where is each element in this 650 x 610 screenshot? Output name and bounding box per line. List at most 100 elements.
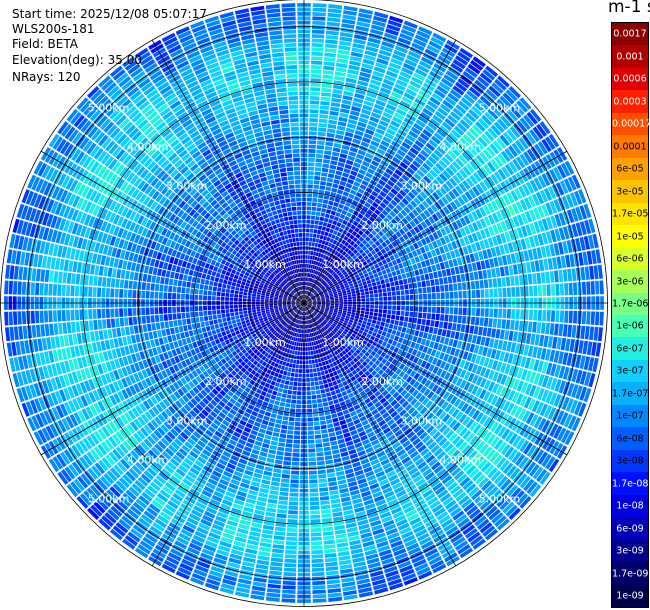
range-gate: [351, 106, 361, 112]
range-gate: [479, 166, 489, 178]
range-gate: [595, 280, 600, 295]
range-gate: [294, 426, 301, 431]
range-gate: [358, 8, 374, 15]
range-gate: [420, 212, 428, 220]
range-gate: [398, 220, 405, 228]
range-gate: [289, 488, 299, 493]
range-gate: [351, 166, 360, 173]
range-gate: [494, 78, 507, 91]
range-gate: [355, 88, 366, 96]
range-gate: [401, 174, 410, 182]
range-gate: [309, 501, 320, 506]
range-gate: [420, 111, 431, 121]
range-gate: [297, 382, 302, 387]
range-gate: [317, 266, 321, 271]
range-gate: [338, 227, 344, 233]
range-gate: [321, 87, 332, 93]
range-gate: [402, 62, 416, 72]
range-gate: [309, 483, 318, 488]
range-gate: [343, 235, 349, 241]
range-gate: [309, 113, 319, 118]
range-gate: [395, 315, 400, 321]
range-gate: [320, 279, 324, 283]
range-gate: [528, 285, 534, 297]
range-gate: [295, 417, 301, 422]
range-gate: [306, 286, 308, 291]
range-gate: [404, 311, 410, 317]
range-gate: [374, 305, 379, 309]
range-gate: [344, 163, 352, 170]
range-gate: [397, 75, 410, 84]
range-gate: [449, 89, 462, 99]
range-gate: [435, 162, 445, 172]
range-gate: [314, 265, 317, 270]
range-gate: [381, 83, 393, 91]
range-gate: [404, 154, 414, 163]
range-gate: [335, 212, 341, 218]
range-gate: [338, 116, 348, 123]
range-gate: [468, 127, 480, 139]
range-gate: [291, 395, 297, 400]
range-gate: [333, 216, 339, 222]
range-gate: [417, 64, 430, 74]
range-gate: [407, 179, 416, 188]
range-gate: [288, 421, 295, 426]
range-gate: [295, 364, 299, 369]
range-gate: [323, 282, 327, 286]
range-gate: [436, 292, 441, 300]
range-gate: [305, 347, 308, 351]
range-gate: [341, 209, 348, 216]
range-gate: [515, 286, 520, 297]
range-gate: [340, 276, 345, 280]
range-gate: [406, 134, 416, 143]
range-gate: [332, 183, 339, 189]
range-gate: [380, 45, 393, 53]
range-gate: [305, 295, 307, 299]
range-gate: [324, 231, 329, 237]
range-gate: [586, 311, 591, 325]
range-gate: [309, 277, 312, 282]
range-gate: [431, 306, 436, 313]
range-gate: [324, 52, 336, 58]
range-gate: [359, 113, 370, 120]
range-gate: [314, 242, 319, 248]
range-gate: [418, 306, 423, 312]
range-gate: [407, 191, 416, 200]
range-gate: [342, 95, 353, 101]
range-gate: [286, 527, 298, 533]
range-gate: [300, 342, 303, 347]
range-gate: [307, 184, 313, 189]
range-gate: [307, 291, 310, 296]
range-gate: [500, 115, 512, 128]
range-gate: [476, 308, 481, 317]
range-gate: [399, 100, 411, 109]
range-gate: [374, 293, 379, 298]
range-gate: [324, 145, 333, 151]
range-gate: [320, 286, 325, 290]
range-gate: [341, 245, 347, 251]
range-gate: [465, 130, 477, 142]
range-gate: [285, 541, 297, 546]
range-gate: [455, 157, 465, 168]
range-gate: [310, 78, 321, 83]
range-gate: [406, 231, 413, 238]
range-gate: [339, 254, 344, 260]
range-gate: [471, 290, 476, 299]
range-gate: [346, 238, 352, 244]
range-gate: [371, 190, 379, 198]
range-gate: [310, 510, 320, 515]
range-gate: [347, 155, 355, 162]
range-gate: [324, 213, 330, 219]
range-gate: [310, 278, 313, 283]
range-gate: [321, 287, 326, 291]
range-gate: [334, 197, 341, 203]
range-gate: [299, 360, 303, 365]
range-gate: [352, 299, 357, 302]
range-gate: [465, 67, 478, 78]
range-gate: [388, 124, 399, 132]
range-gate: [325, 39, 338, 45]
range-gate: [529, 108, 542, 122]
range-gate: [349, 60, 361, 67]
range-gate: [314, 175, 321, 181]
range-gate: [312, 274, 316, 279]
